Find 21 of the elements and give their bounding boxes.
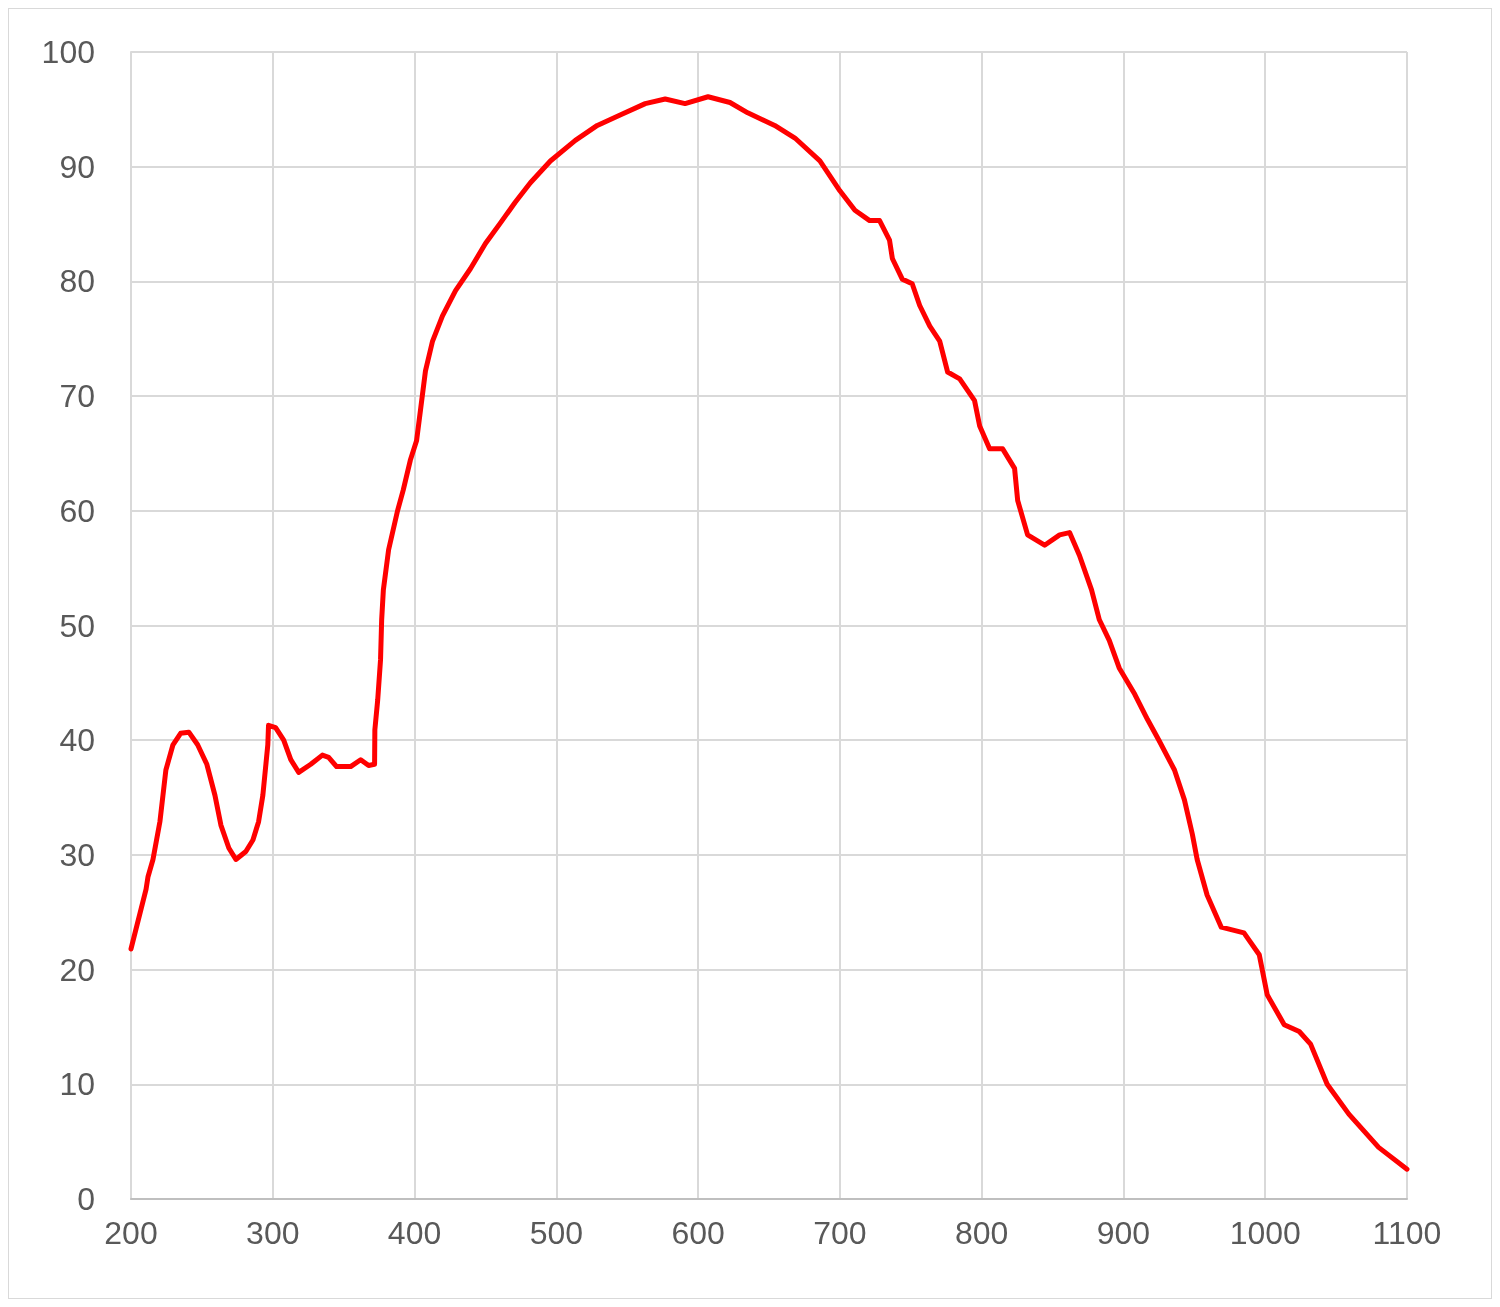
y-tick-label: 30 [59, 836, 95, 873]
x-tick-label: 200 [104, 1215, 158, 1251]
y-tick-label: 0 [77, 1181, 95, 1217]
x-tick-label: 1100 [1372, 1215, 1442, 1251]
y-tick-label: 50 [59, 607, 95, 644]
x-tick-label: 300 [246, 1215, 300, 1251]
y-tick-label: 40 [59, 722, 95, 759]
x-tick-label: 800 [954, 1215, 1009, 1251]
x-tick-label: 900 [1096, 1215, 1151, 1251]
y-tick-label: 100 [41, 34, 95, 70]
y-tick-label: 80 [59, 263, 95, 300]
x-tick-label: 400 [387, 1215, 442, 1251]
x-tick-label: 600 [671, 1215, 725, 1251]
y-tick-label: 70 [59, 378, 95, 415]
x-tick-label: 500 [529, 1215, 584, 1251]
x-tick-label: 1000 [1229, 1215, 1301, 1251]
x-tick-label: 700 [813, 1215, 867, 1251]
y-tick-label: 60 [59, 492, 95, 529]
y-tick-label: 90 [59, 148, 95, 185]
y-tick-label: 10 [59, 1066, 95, 1103]
y-tick-label: 20 [59, 951, 95, 988]
